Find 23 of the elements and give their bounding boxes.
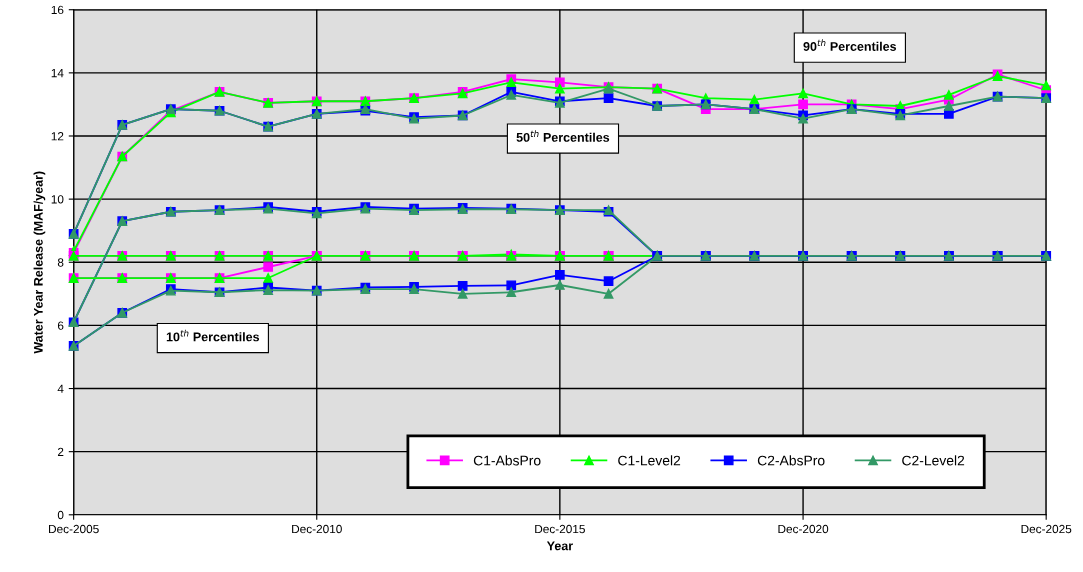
x-tick-label: Dec-2010 [292, 524, 342, 534]
y-tick-label: 14 [51, 69, 64, 78]
legend-label: C2-AbsPro [757, 455, 825, 466]
x-axis-title: Year [546, 541, 573, 551]
x-tick-label: Dec-2020 [778, 524, 829, 534]
y-tick-label: 8 [57, 258, 64, 267]
x-tick-label: Dec-2025 [1021, 524, 1072, 534]
y-axis-title: Water Year Release (MAF/year) [33, 171, 46, 354]
annotation: 50$^{th}$ Percentiles [516, 130, 610, 142]
y-tick-label: 2 [57, 447, 64, 456]
annotation: 10$^{th}$ Percentiles [166, 329, 260, 342]
x-tick-label: Dec-2005 [49, 524, 99, 534]
legend-label: C1-Level2 [618, 455, 681, 466]
y-tick-label: 12 [51, 132, 64, 141]
y-tick-label: 16 [51, 5, 64, 15]
y-tick-label: 6 [57, 321, 64, 330]
annotation: 90$^{th}$ Percentiles [803, 39, 897, 51]
legend-label: C1-AbsPro [473, 455, 541, 466]
legend-label: C2-Level2 [902, 455, 965, 466]
y-tick-label: 10 [51, 195, 64, 204]
y-tick-label: 0 [57, 510, 64, 520]
x-tick-label: Dec-2015 [535, 524, 585, 534]
y-tick-label: 4 [57, 384, 64, 393]
